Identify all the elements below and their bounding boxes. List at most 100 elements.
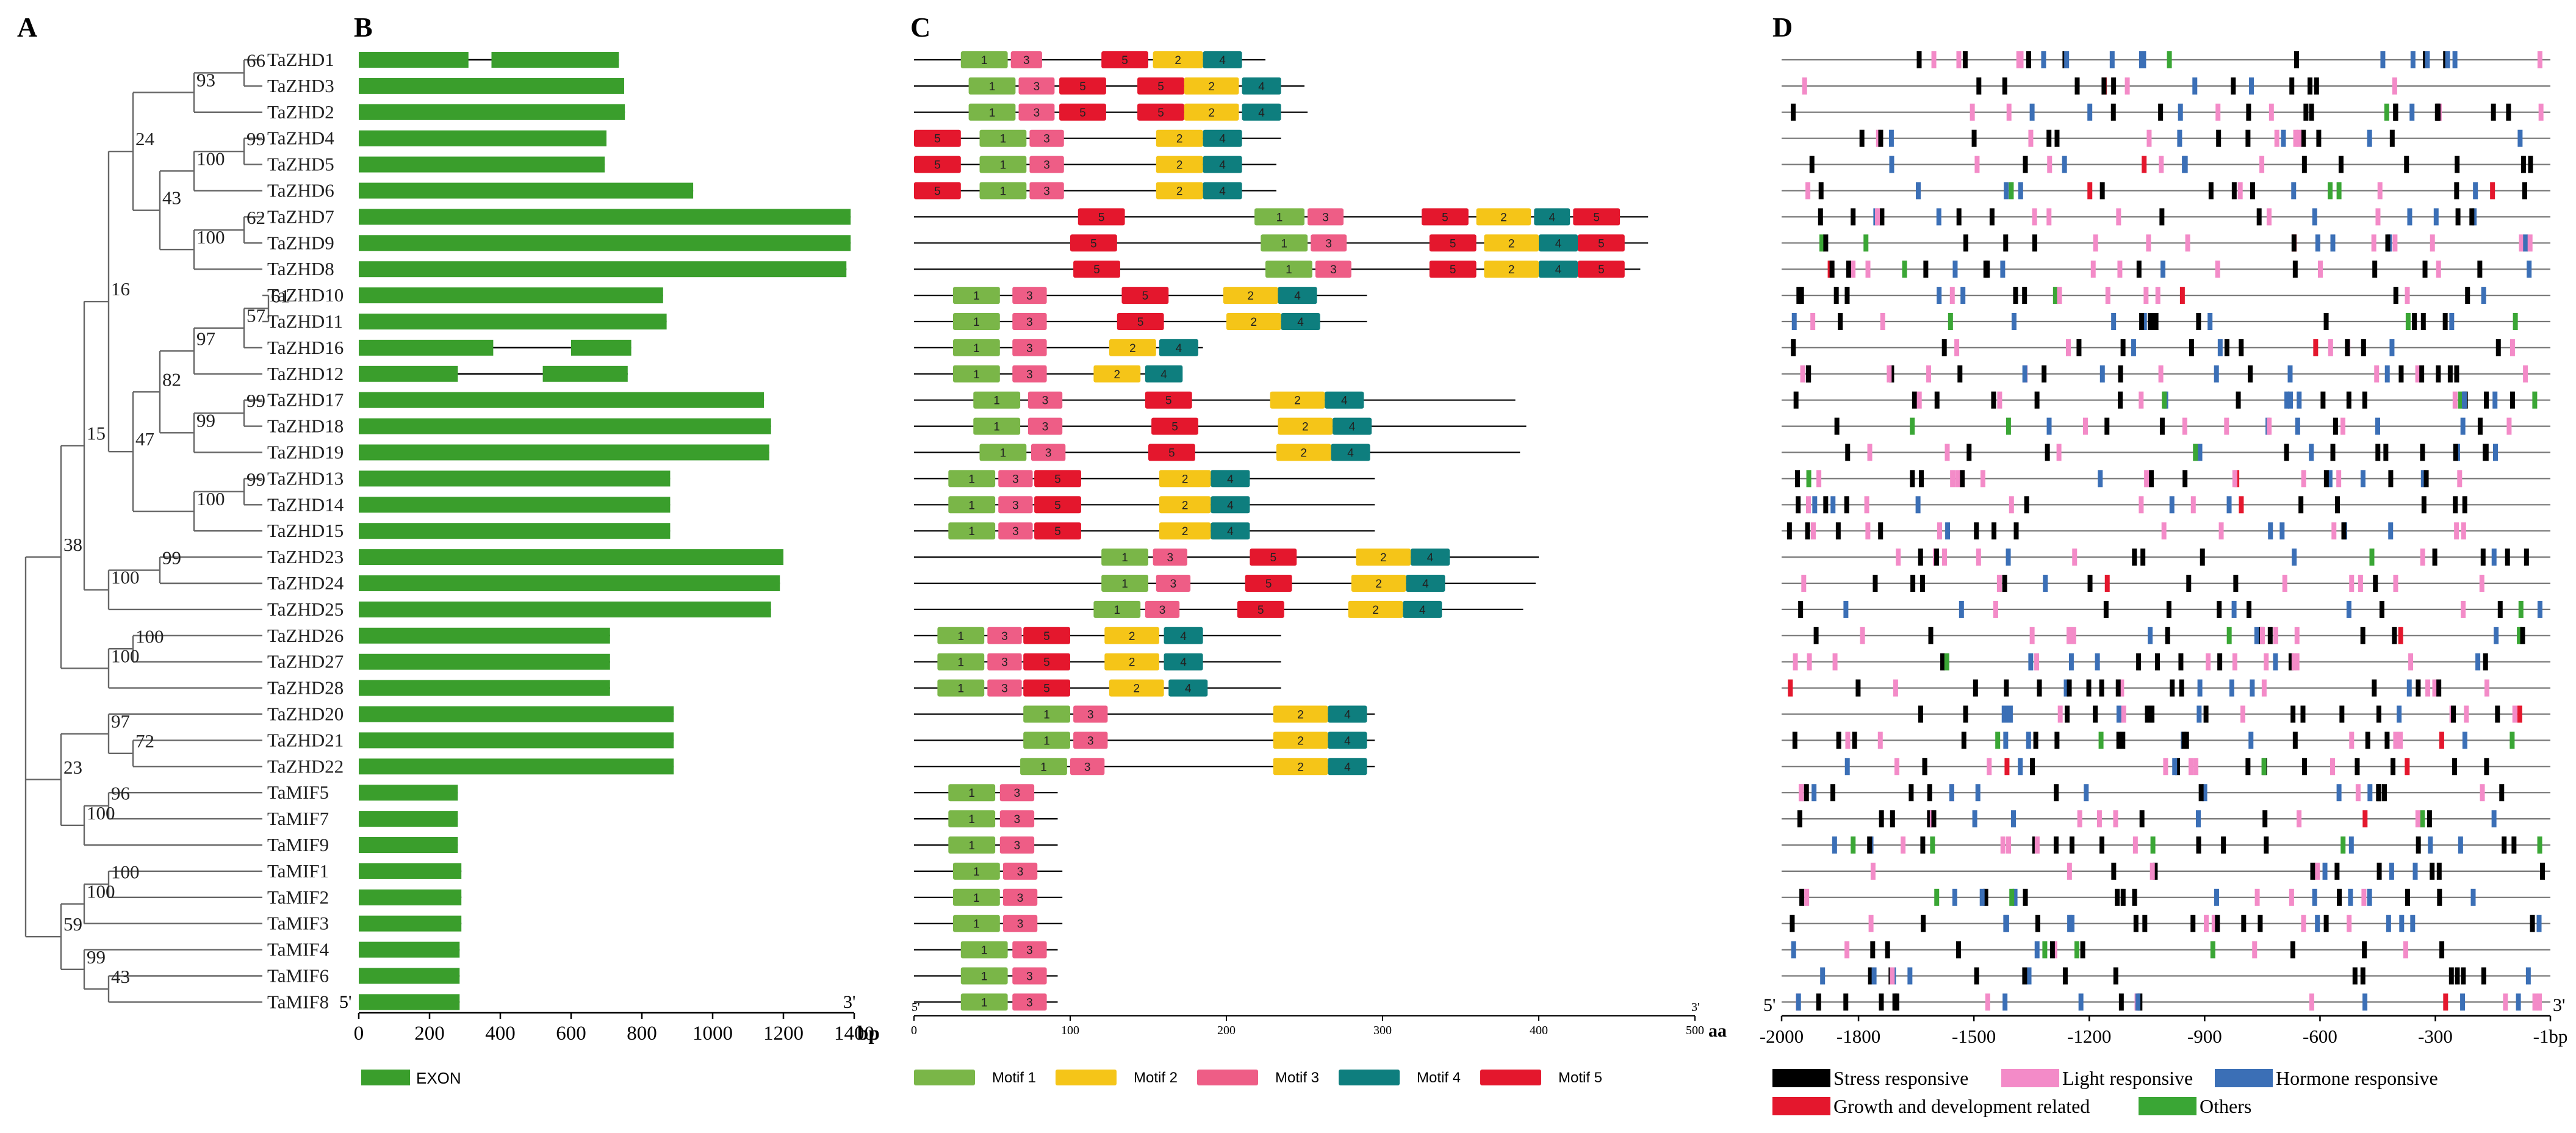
cis-element — [2291, 182, 2297, 200]
cis-element — [2210, 941, 2215, 959]
cis-element — [2103, 600, 2109, 618]
cis-element — [2399, 915, 2405, 932]
cis-element — [2511, 836, 2517, 854]
motif-box — [1002, 888, 1038, 906]
motif-box — [1278, 287, 1317, 304]
motif-box — [1422, 208, 1469, 226]
motif-box — [1029, 129, 1064, 147]
cis-element — [2118, 993, 2124, 1011]
motif-box — [1101, 575, 1148, 592]
cis-element — [2062, 967, 2068, 985]
cis-element — [1912, 391, 1917, 409]
motif-box — [987, 653, 1022, 671]
cis-element — [2360, 627, 2366, 644]
cis-element — [2346, 600, 2351, 618]
motif-box — [973, 391, 1021, 409]
cis-element — [2461, 967, 2466, 985]
cis-element — [2397, 705, 2402, 723]
cis-element — [1937, 287, 1942, 304]
cis-element — [2334, 862, 2340, 880]
cis-element — [2109, 51, 2115, 68]
cis-element — [2294, 627, 2300, 644]
cis-element — [2383, 444, 2389, 461]
cis-element — [1844, 496, 1849, 514]
cis-element — [2331, 522, 2337, 540]
cis-element — [1971, 129, 1977, 147]
gene-label: TaZHD2 — [267, 101, 334, 123]
cis-element — [1878, 522, 1883, 540]
cis-element — [2492, 444, 2498, 461]
motif-box — [1073, 261, 1120, 278]
exon-block — [359, 209, 851, 225]
cis-element — [2062, 156, 2067, 173]
cis-element — [2480, 784, 2485, 802]
cis-element — [2001, 705, 2007, 723]
cis-element — [2301, 470, 2306, 487]
cis-element — [2532, 993, 2538, 1011]
cis-element — [2315, 915, 2320, 932]
cis-element — [1786, 522, 1792, 540]
bootstrap-value: 99 — [196, 409, 215, 431]
bootstrap-value: 100 — [196, 488, 225, 509]
motif-box — [987, 627, 1022, 644]
cis-element — [1940, 653, 1946, 671]
cis-element — [2287, 365, 2293, 383]
cis-element — [1887, 365, 1892, 383]
motif-box — [1273, 732, 1328, 749]
motif-box — [1245, 575, 1292, 592]
motif-box — [1211, 522, 1250, 540]
cis-element — [1800, 365, 1805, 383]
cis-legend-swatch — [2215, 1069, 2273, 1087]
motif-box — [1484, 234, 1539, 252]
bootstrap-value: 43 — [111, 966, 130, 987]
cis-element — [2026, 967, 2032, 985]
motif-box — [1348, 600, 1403, 618]
cis-element — [2057, 287, 2062, 304]
motif-box — [1164, 653, 1203, 671]
cis-element — [1937, 522, 1942, 540]
cis-element — [2155, 287, 2160, 304]
cis-element — [2388, 470, 2394, 487]
cis-element — [2259, 156, 2265, 173]
motif-id: 1 — [968, 499, 975, 512]
motif-legend-swatch — [1480, 1070, 1541, 1085]
cis-element — [1843, 993, 1849, 1011]
motif-box — [953, 287, 1000, 304]
cis-element — [2182, 156, 2188, 173]
cis-element — [1870, 941, 1876, 959]
cis-element — [2294, 51, 2299, 68]
cis-element — [2170, 679, 2175, 697]
exon-block — [359, 523, 671, 539]
cis-element — [2093, 234, 2098, 252]
motif-id: 2 — [1208, 107, 1215, 120]
cis-element — [1868, 915, 1874, 932]
cis-element — [2132, 888, 2137, 906]
cis-element — [2217, 653, 2223, 671]
cis-element — [1868, 967, 1873, 985]
motif-id: 5 — [1168, 447, 1175, 460]
motif-id: 2 — [1300, 447, 1307, 460]
cis-element — [2372, 679, 2377, 697]
gene-label: TaZHD13 — [267, 467, 344, 489]
cis-element — [2090, 261, 2096, 278]
cis-element — [1811, 784, 1817, 802]
cis-element — [2284, 391, 2290, 409]
cis-element — [2245, 129, 2251, 147]
cis-element — [2416, 836, 2421, 854]
cis-element — [2386, 915, 2391, 932]
motif-id: 3 — [1043, 133, 1050, 146]
cis-element — [1791, 313, 1797, 330]
cis-element — [1915, 496, 1921, 514]
cis-element — [2491, 549, 2497, 566]
motif-id: 3 — [1042, 395, 1049, 408]
motif-box — [1104, 627, 1159, 644]
motif-id: 1 — [989, 81, 996, 93]
motif-id: 3 — [1012, 473, 1019, 486]
axis-tick-label: 0 — [354, 1023, 364, 1045]
cis-element — [1974, 522, 1979, 540]
cis-element — [2358, 575, 2363, 592]
motif-box — [1273, 705, 1328, 723]
cis-element — [2136, 653, 2142, 671]
cis-element — [2537, 600, 2542, 618]
motif-box — [1010, 51, 1042, 68]
